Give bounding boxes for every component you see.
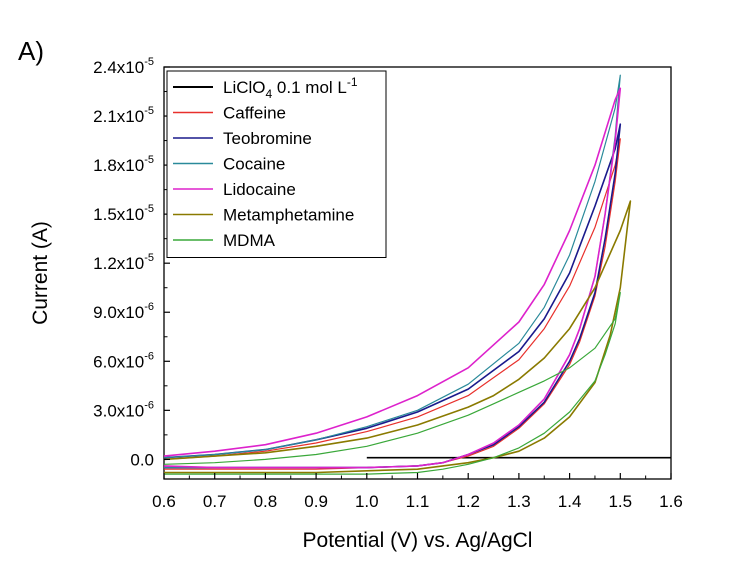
x-tick-label: 0.9: [304, 492, 328, 511]
x-tick-label: 1.1: [406, 492, 430, 511]
y-tick-label: 1.8x10-5: [93, 154, 154, 175]
series-line: [163, 87, 622, 469]
y-tick-label: 6.0x10-6: [93, 350, 154, 371]
x-axis-title: Potential (V) vs. Ag/AgCl: [303, 529, 533, 552]
y-tick-label: 0.0: [130, 450, 154, 469]
y-axis-title: Current (A): [29, 221, 52, 325]
legend-label: Caffeine: [223, 104, 286, 123]
x-tick-label: 1.6: [659, 492, 683, 511]
series-layer: [163, 74, 671, 475]
legend-label: Teobromine: [223, 129, 312, 148]
y-tick-label: 2.4x10-5: [93, 56, 154, 77]
x-tick-label: 1.4: [558, 492, 582, 511]
y-tick-label: 3.0x10-6: [93, 399, 154, 420]
x-tick-label: 1.0: [355, 492, 379, 511]
y-tick-label: 9.0x10-6: [93, 301, 154, 322]
y-tick-label: 2.1x10-5: [93, 105, 154, 126]
x-tick-label: 1.2: [456, 492, 480, 511]
legend-label: LiClO4 0.1 mol L-1: [223, 75, 358, 101]
x-tick-label: 1.5: [608, 492, 632, 511]
x-tick-label: 1.3: [507, 492, 531, 511]
series-line: [163, 200, 632, 474]
series-line: [163, 292, 621, 475]
x-tick-label: 0.8: [254, 492, 278, 511]
y-tick-label: 1.5x10-5: [93, 203, 154, 224]
y-tick-label: 1.2x10-5: [93, 252, 154, 273]
legend-label: Lidocaine: [223, 180, 296, 199]
legend-label: Cocaine: [223, 155, 285, 174]
x-tick-label: 0.6: [152, 492, 176, 511]
x-axis: 0.6 0.7 0.8 0.9 1.0 1.1 1.2 1.3 1.4 1.5 1.6: [152, 473, 683, 511]
legend-label: MDMA: [223, 231, 276, 250]
panel-label: A): [18, 36, 44, 66]
legend-label: Metamphetamine: [223, 206, 354, 225]
legend: LiClO4 0.1 mol L-1 Caffeine Teobromine Coca…: [166, 70, 387, 258]
x-tick-label: 0.7: [203, 492, 227, 511]
y-axis: 0.0 3.0x10-6 6.0x10-6 9.0x10-6 1.2x10-5 1.5x1…: [93, 56, 170, 469]
